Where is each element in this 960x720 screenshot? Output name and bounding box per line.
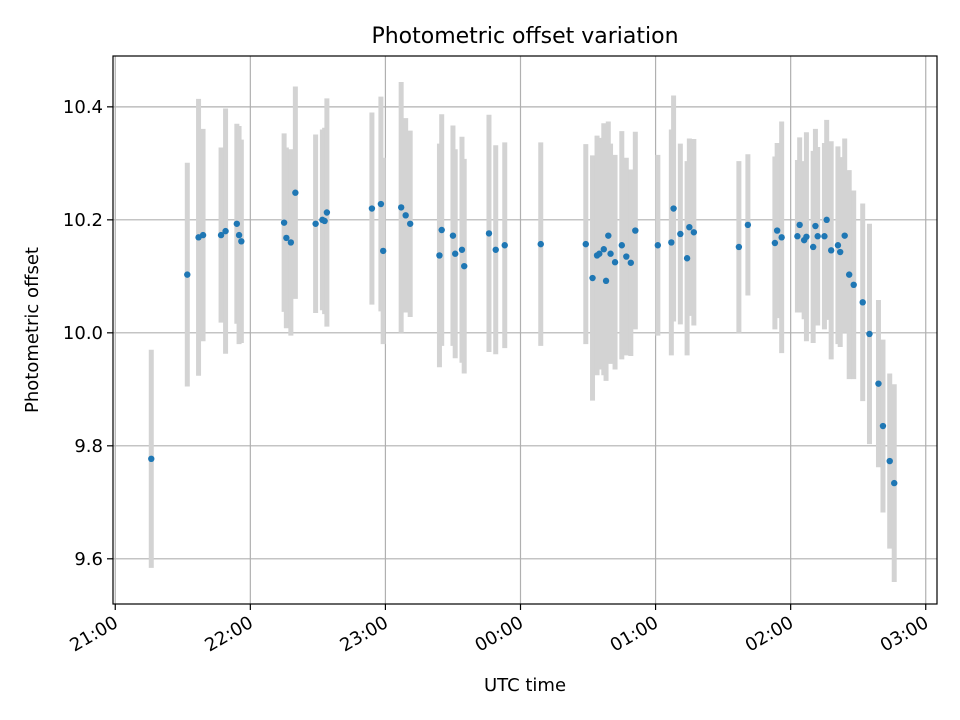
data-point [827, 247, 835, 254]
data-point [771, 239, 779, 247]
data-point [312, 220, 319, 227]
data-point [287, 239, 295, 246]
data-point [184, 271, 191, 278]
data-point [683, 255, 691, 262]
data-point [406, 220, 414, 227]
data-point [452, 250, 459, 257]
data-point [602, 277, 610, 285]
data-point [627, 259, 635, 266]
data-point [836, 248, 844, 256]
data-point [677, 230, 684, 238]
data-point [377, 200, 385, 208]
data-point [611, 259, 619, 266]
data-point [794, 233, 801, 240]
data-point [436, 252, 443, 259]
data-point [823, 216, 830, 224]
data-point [809, 243, 817, 251]
data-point [461, 262, 468, 270]
data-point [670, 205, 677, 212]
data-point [814, 233, 821, 240]
data-point [589, 274, 596, 282]
data-point [402, 212, 409, 219]
data-point [537, 240, 544, 248]
data-point [821, 233, 828, 240]
y-tick-label: 10.4 [63, 97, 103, 118]
data-point [148, 455, 155, 463]
data-point [690, 229, 698, 236]
data-point [492, 246, 499, 253]
data-point [596, 250, 603, 257]
data-point [796, 221, 803, 229]
data-point [845, 271, 853, 278]
data-point [283, 234, 290, 242]
data-point [321, 217, 328, 225]
data-point [199, 231, 207, 239]
y-tick-label: 9.6 [74, 549, 103, 570]
data-point [217, 231, 225, 239]
data-point [605, 232, 612, 239]
data-point [879, 422, 887, 430]
data-point [379, 247, 387, 255]
x-axis-label: UTC time [484, 675, 566, 696]
data-point [623, 253, 630, 260]
data-point [607, 250, 614, 257]
grid [113, 56, 937, 604]
data-point [744, 221, 752, 229]
data-point [803, 233, 810, 240]
data-point [280, 219, 288, 226]
data-point [238, 238, 245, 245]
data-point [222, 227, 229, 235]
data-point [233, 220, 241, 227]
data-point [654, 242, 662, 249]
data-point [235, 231, 243, 239]
y-tick-label: 10.0 [63, 323, 103, 344]
data-point [485, 230, 493, 237]
data-point [458, 246, 466, 253]
data-point [834, 242, 842, 249]
plot-frame [112, 55, 938, 605]
data-point [618, 242, 626, 249]
data-point [397, 204, 405, 211]
data-point [600, 246, 607, 253]
data-point [875, 380, 882, 387]
data-point [368, 205, 376, 212]
data-point [850, 281, 857, 289]
data-point [773, 227, 781, 234]
data-point [866, 330, 873, 338]
data-point [582, 240, 589, 248]
data-point [438, 226, 445, 234]
chart-title: Photometric offset variation [371, 24, 678, 49]
data-point [323, 209, 331, 216]
y-tick-label: 9.8 [74, 436, 103, 457]
data-point [501, 242, 508, 249]
data-point [668, 239, 675, 246]
data-point [812, 222, 819, 230]
data-point [632, 227, 639, 234]
data-point [686, 223, 693, 231]
data-point [886, 457, 893, 465]
y-tick-label: 10.2 [63, 210, 103, 231]
data-point [891, 479, 898, 487]
data-point [292, 189, 299, 196]
data-point [449, 232, 457, 239]
data-point [841, 232, 848, 239]
data-point [735, 243, 743, 251]
y-axis-label: Photometric offset [22, 247, 43, 413]
data-point [778, 234, 785, 241]
chart-marks [148, 81, 898, 582]
data-point [859, 299, 866, 306]
